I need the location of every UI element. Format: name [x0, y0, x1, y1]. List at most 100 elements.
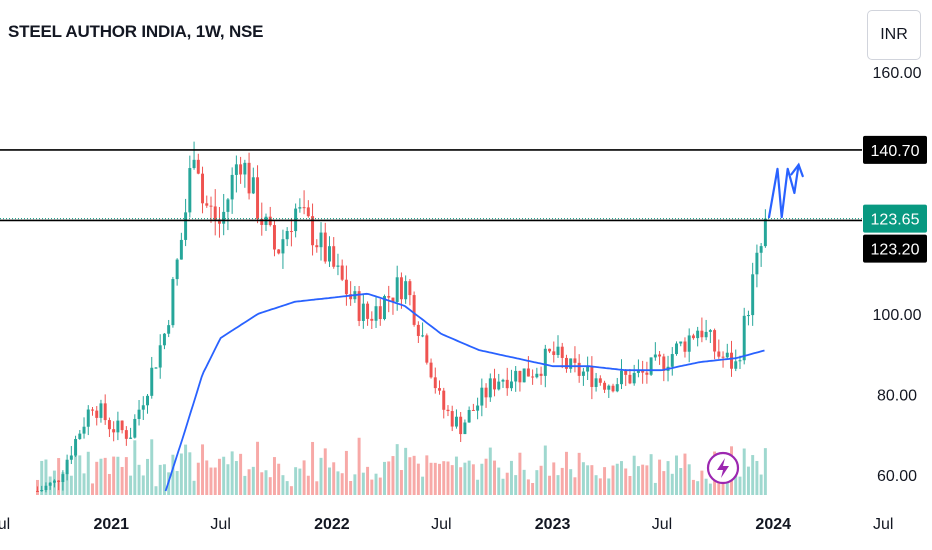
candle	[86, 405, 90, 436]
candle	[196, 153, 200, 175]
candle	[298, 198, 302, 213]
candle	[48, 482, 52, 490]
volume-bar	[146, 458, 149, 495]
candle	[268, 206, 272, 227]
volume-bar	[412, 455, 416, 495]
volume-bar	[488, 447, 492, 495]
arrow-head	[790, 162, 804, 178]
candle	[99, 399, 103, 423]
candle	[251, 167, 255, 195]
volume-bar	[289, 486, 293, 495]
volume-bar	[425, 455, 429, 495]
candle	[158, 334, 162, 379]
volume-bar	[666, 461, 670, 495]
zigzag-arrow[interactable]	[767, 163, 800, 219]
y-tick-label: 60.00	[877, 468, 917, 485]
volume-bar	[421, 476, 425, 495]
candle	[256, 165, 260, 224]
volume-bar	[302, 460, 306, 495]
candle	[611, 383, 615, 393]
candle	[446, 405, 450, 417]
volume-bar	[137, 464, 141, 495]
candle	[615, 377, 619, 393]
x-tick-label: Jul	[210, 516, 230, 533]
flash-icon[interactable]	[706, 451, 740, 485]
candle	[137, 400, 141, 426]
y-axis[interactable]: 60.00 80.00 100.00 160.00	[873, 65, 922, 485]
volume-bar	[641, 464, 645, 495]
volume-bar	[683, 453, 687, 495]
volume-bar	[636, 466, 640, 495]
candle	[171, 276, 175, 328]
candle	[755, 244, 759, 288]
volume-bar	[205, 460, 209, 495]
volume-bar	[755, 460, 759, 495]
candle	[162, 332, 166, 350]
volume-bar	[150, 439, 154, 495]
annotation[interactable]	[767, 162, 804, 219]
volume-bar	[44, 459, 48, 495]
volume-bar	[344, 450, 348, 495]
volume-bar	[213, 467, 217, 495]
candle	[40, 485, 44, 492]
candle	[552, 341, 556, 363]
volume-bar	[222, 456, 226, 495]
candle	[340, 259, 344, 282]
candle	[560, 342, 564, 369]
volume-bar	[281, 475, 285, 495]
candle	[632, 364, 636, 386]
candle	[387, 285, 391, 313]
volume-bar	[675, 455, 678, 495]
volume-bar	[442, 461, 446, 495]
candle	[332, 237, 336, 269]
candle	[323, 222, 327, 264]
volume-bar	[264, 470, 268, 495]
volume-bar	[704, 478, 708, 495]
horizontal-lines[interactable]	[0, 149, 862, 222]
y-tick-label: 160.00	[873, 65, 922, 82]
candle	[116, 411, 120, 441]
candle	[36, 486, 39, 493]
candle	[124, 426, 128, 446]
candle	[687, 328, 691, 363]
candle	[260, 202, 264, 236]
candle	[670, 347, 674, 376]
volume-bar	[624, 468, 628, 495]
candle	[213, 189, 217, 236]
candle	[751, 262, 755, 326]
price-badge: 123.20	[863, 234, 927, 263]
volume-bar	[298, 468, 302, 495]
candle	[264, 213, 268, 232]
volume-bar	[628, 476, 632, 495]
volume-bar	[526, 479, 530, 495]
candle	[52, 479, 56, 488]
currency-button[interactable]: INR	[867, 10, 921, 60]
candle	[700, 317, 704, 343]
volume-bar	[268, 477, 272, 495]
candle	[179, 232, 183, 260]
last-price-badge: 123.65	[863, 204, 927, 233]
candle	[514, 366, 518, 392]
volume-bar	[586, 465, 590, 495]
candle	[44, 482, 48, 493]
volume-bar	[569, 469, 573, 495]
volume-bar	[374, 473, 378, 495]
candle	[509, 369, 513, 392]
candle	[577, 354, 581, 383]
chart-title: STEEL AUTHOR INDIA, 1W, NSE	[8, 22, 264, 41]
candle	[759, 243, 763, 267]
volume-bar	[501, 478, 505, 495]
volume-bar	[679, 468, 683, 495]
x-axis[interactable]: Jul 2021 Jul 2022 Jul 2023 Jul 2024 Jul	[0, 516, 893, 533]
volume-bar	[129, 475, 133, 495]
candle	[112, 421, 116, 442]
candle	[598, 375, 602, 386]
candle	[175, 258, 179, 286]
candle	[133, 414, 137, 439]
volume-bar	[116, 456, 120, 495]
candle	[357, 285, 361, 327]
volume-bar	[438, 463, 441, 495]
volume-bar	[91, 483, 94, 495]
candle	[205, 195, 209, 208]
